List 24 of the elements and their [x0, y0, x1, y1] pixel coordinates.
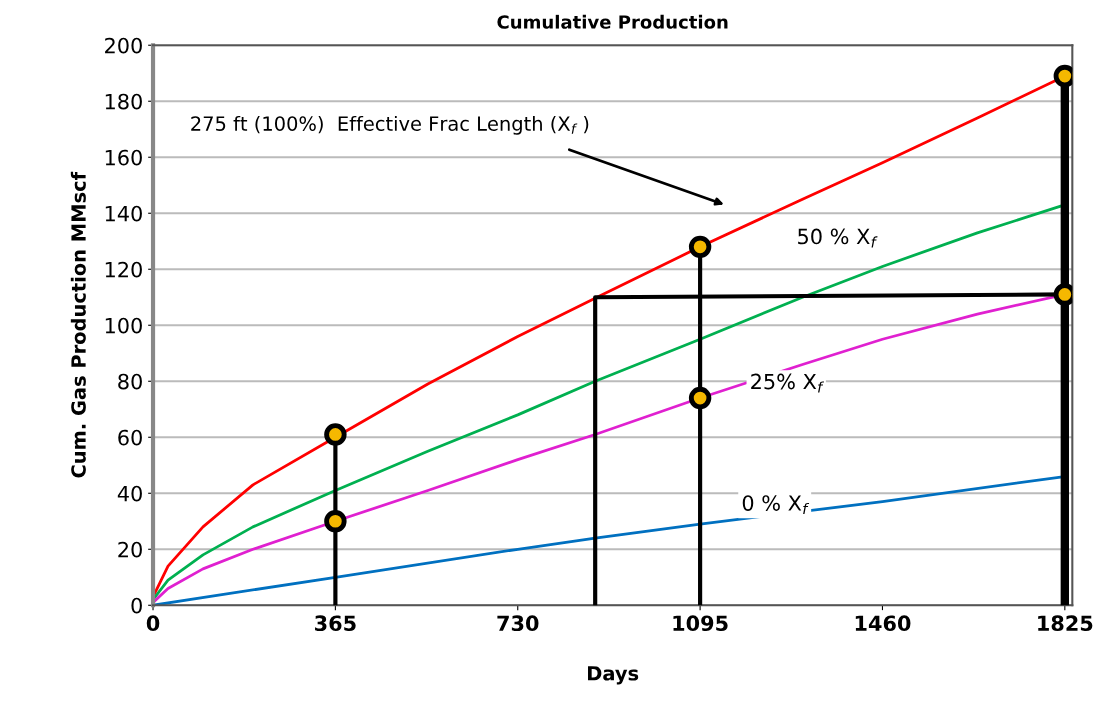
y-tick-label: 180 [105, 93, 142, 110]
x-tick-label: 0 [146, 615, 160, 632]
y-tick-label: 0 [131, 597, 142, 614]
annotation: 50 % X$_{f}$ [798, 228, 878, 248]
y-tick-label: 120 [105, 261, 142, 278]
x-tick-label: 1460 [855, 615, 911, 632]
y-tick-label: 160 [105, 149, 142, 166]
y-tick-label: 20 [118, 541, 142, 558]
y-tick-label: 140 [105, 205, 142, 222]
annotation: 25% X$_{f}$ [751, 373, 825, 393]
y-tick-label: 60 [118, 429, 142, 446]
chart-title: Cumulative Production [497, 14, 728, 29]
annotation: 0 % X$_{f}$ [742, 495, 810, 515]
x-tick-label: 730 [497, 615, 539, 632]
annotation: 275 ft (100%) Effective Frac Length (X$_{f}$ ) [191, 115, 589, 135]
x-tick-label: 1095 [673, 615, 728, 632]
x-axis-title: Days [588, 666, 639, 685]
y-tick-label: 40 [117, 485, 142, 502]
y-tick-label: 100 [105, 317, 142, 334]
x-tick-label: 1825 [1038, 615, 1093, 632]
y-axis-title: Cum. Gas Production MMscf [70, 171, 86, 478]
y-tick-label: 200 [105, 37, 142, 54]
y-tick-label: 80 [118, 373, 142, 390]
x-tick-label: 365 [315, 615, 356, 632]
